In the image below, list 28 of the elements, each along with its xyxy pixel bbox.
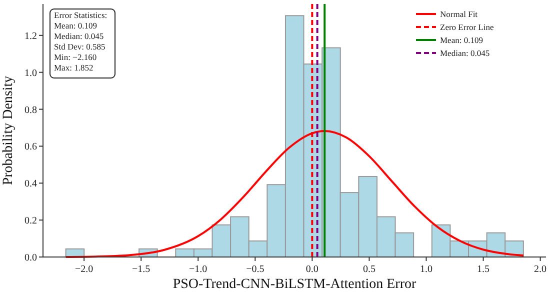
x-tick-label: 0.5 <box>362 264 376 275</box>
y-tick-label: 1.2 <box>24 30 37 42</box>
y-tick-label: 1.0 <box>24 68 37 79</box>
x-axis-title: PSO-Trend-CNN-BiLSTM-Attention Error <box>172 277 416 292</box>
x-tick-label: −1.5 <box>132 264 150 275</box>
x-tick-label: 1.0 <box>420 264 432 275</box>
y-tick-label: 0.0 <box>24 252 37 264</box>
annotation: Max: 1.852 <box>54 62 94 72</box>
x-tick-label: −0.5 <box>246 264 264 275</box>
y-tick-label: 0.4 <box>24 178 37 190</box>
x-tick-label: −2.0 <box>74 264 94 275</box>
y-tick-label: 0.2 <box>24 216 37 227</box>
legend-label: Normal Fit <box>440 9 478 19</box>
y-axis-title: Probability Density <box>1 76 16 186</box>
x-tick-label: 2.0 <box>534 264 547 275</box>
annotation: Min: −2.160 <box>54 52 97 62</box>
annotation: Error Statistics: <box>54 10 108 20</box>
annotation: Mean: 0.109 <box>54 20 97 30</box>
annotation: Std Dev: 0.585 <box>54 42 106 52</box>
x-tick-label: 1.5 <box>477 264 490 275</box>
x-tick-label: −1.0 <box>189 264 208 275</box>
legend-label: Median: 0.045 <box>440 48 490 58</box>
annotation: Median: 0.045 <box>54 31 104 41</box>
x-tick-label: 0.0 <box>306 264 318 275</box>
y-tick-label: 0.8 <box>24 104 37 116</box>
y-tick-label: 0.6 <box>24 142 37 153</box>
legend-label: Zero Error Line <box>440 22 494 32</box>
legend-label: Mean: 0.109 <box>440 35 483 45</box>
